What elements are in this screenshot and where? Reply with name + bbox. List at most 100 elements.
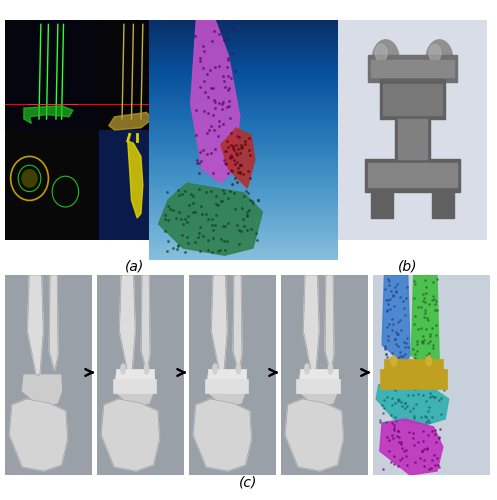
Point	[215, 99, 223, 107]
Point	[238, 143, 246, 151]
Point	[425, 418, 433, 426]
Point	[172, 214, 180, 222]
Point	[207, 149, 215, 157]
Point	[418, 356, 426, 364]
Bar	[113, 379, 156, 393]
Point	[405, 428, 413, 436]
Point	[401, 446, 409, 454]
Point	[230, 156, 238, 164]
Point	[398, 398, 406, 406]
Point	[410, 294, 418, 302]
Point	[399, 352, 407, 360]
Point	[193, 156, 201, 164]
Point	[388, 348, 396, 356]
Point	[228, 180, 236, 188]
Point	[390, 460, 398, 468]
Point	[394, 342, 402, 350]
Bar	[385, 359, 443, 371]
Bar	[432, 187, 454, 218]
Point	[411, 354, 419, 362]
Point	[200, 76, 208, 84]
Point	[197, 158, 205, 166]
Point	[379, 409, 387, 417]
Point	[385, 446, 393, 454]
Point	[411, 458, 419, 466]
Point	[169, 206, 177, 214]
Point	[217, 235, 225, 243]
Point	[428, 296, 436, 304]
Point	[387, 412, 395, 420]
Point	[402, 452, 410, 460]
Point	[218, 104, 226, 112]
Point	[395, 396, 403, 404]
Point	[410, 276, 417, 284]
Point	[227, 166, 235, 173]
Point	[210, 110, 218, 118]
Point	[241, 140, 249, 148]
Point	[238, 227, 246, 235]
Point	[395, 394, 403, 402]
Point	[164, 236, 172, 244]
Point	[185, 200, 193, 208]
Point	[376, 416, 384, 424]
Point	[440, 386, 448, 394]
Point	[391, 336, 399, 344]
Point	[409, 434, 416, 442]
Point	[423, 314, 431, 322]
Point	[181, 215, 189, 223]
Polygon shape	[206, 375, 246, 405]
Point	[220, 237, 228, 245]
Point	[174, 242, 182, 250]
Point	[429, 344, 437, 352]
Point	[392, 284, 400, 292]
Point	[219, 120, 227, 128]
Point	[239, 215, 247, 223]
Point	[221, 246, 229, 254]
Point	[228, 49, 236, 57]
Point	[431, 382, 439, 390]
Point	[392, 379, 400, 387]
Bar	[368, 55, 457, 82]
Point	[389, 320, 397, 328]
Point	[210, 27, 218, 35]
Point	[381, 342, 389, 350]
Point	[200, 106, 208, 114]
Point	[435, 433, 443, 441]
Point	[391, 424, 399, 432]
Point	[431, 393, 439, 401]
Point	[224, 72, 232, 80]
Point	[424, 363, 432, 371]
Point	[232, 148, 240, 156]
Bar	[398, 119, 427, 158]
Point	[395, 438, 403, 446]
Point	[402, 446, 410, 454]
Bar	[380, 369, 447, 389]
Point	[381, 345, 389, 353]
Point	[419, 428, 427, 436]
Circle shape	[121, 364, 125, 374]
Point	[414, 325, 422, 333]
Point	[199, 232, 207, 240]
Point	[391, 336, 399, 344]
Point	[379, 464, 387, 472]
Point	[233, 142, 241, 150]
Point	[411, 383, 418, 391]
Point	[219, 72, 227, 80]
Point	[406, 407, 414, 415]
Point	[388, 326, 396, 334]
Circle shape	[305, 364, 309, 374]
Point	[220, 98, 228, 106]
Point	[414, 390, 422, 398]
Point	[164, 202, 171, 210]
Point	[403, 284, 411, 292]
Point	[423, 352, 431, 360]
Point	[169, 244, 177, 252]
Point	[392, 328, 400, 336]
Point	[410, 412, 417, 420]
Point	[382, 350, 390, 358]
Point	[212, 192, 220, 200]
Point	[237, 144, 245, 152]
Point	[178, 190, 186, 198]
Point	[422, 283, 430, 291]
Point	[388, 382, 396, 390]
